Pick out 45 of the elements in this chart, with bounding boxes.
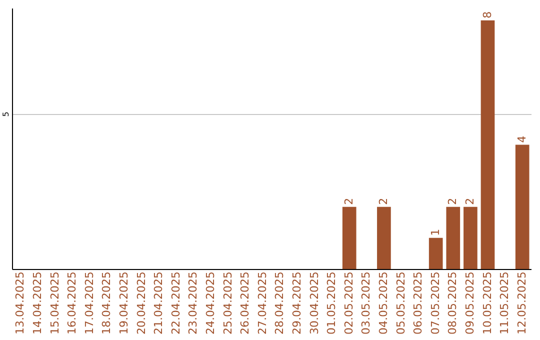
y-tick-label: 5 (2, 112, 10, 117)
x-tick-label: 27.04.2025 (256, 272, 269, 334)
bar (428, 238, 443, 269)
x-tick-label: 28.04.2025 (273, 272, 286, 334)
data-label: 2 (446, 198, 460, 205)
bar (464, 206, 478, 269)
x-tick-label: 13.04.2025 (14, 272, 27, 334)
x-tick-label: 29.04.2025 (290, 272, 304, 334)
bar (480, 20, 495, 269)
data-label: 2 (376, 198, 390, 205)
x-tick-label: 02.05.2025 (342, 272, 356, 334)
bar (446, 206, 460, 269)
x-tick-label: 07.05.2025 (428, 272, 442, 334)
x-tick-label: 20.04.2025 (134, 272, 148, 334)
data-label: 4 (515, 136, 528, 143)
x-tick-label: 26.04.2025 (238, 272, 252, 334)
x-tick-label: 09.05.2025 (463, 272, 476, 334)
bar (515, 144, 530, 269)
x-tick-label: 08.05.2025 (446, 272, 460, 334)
x-tick-label: 06.05.2025 (412, 272, 425, 334)
bar (342, 206, 356, 269)
x-tick-label: 11.05.2025 (498, 272, 512, 334)
x-tick-label: 17.04.2025 (82, 272, 96, 334)
x-tick-label: 05.05.2025 (394, 272, 408, 334)
bar (377, 206, 391, 269)
x-tick-label: 12.05.2025 (515, 272, 528, 334)
x-tick-label: 21.04.2025 (152, 272, 166, 334)
data-label: 2 (463, 198, 476, 205)
data-label: 1 (428, 228, 442, 236)
x-tick-label: 18.04.2025 (100, 272, 114, 334)
x-tick-label: 30.04.2025 (308, 272, 321, 334)
x-tick-label: 15.04.2025 (48, 272, 62, 334)
x-tick-label: 23.04.2025 (186, 272, 200, 334)
x-tick-label: 10.05.2025 (480, 272, 494, 334)
data-label: 8 (480, 11, 494, 18)
x-tick-label: 16.04.2025 (66, 272, 79, 334)
x-tick-label: 14.04.2025 (30, 272, 44, 334)
data-label: 2 (342, 198, 356, 205)
x-tick-label: 01.05.2025 (325, 272, 338, 334)
x-tick-label: 03.05.2025 (360, 272, 373, 334)
x-tick-label: 04.05.2025 (376, 272, 390, 334)
x-tick-label: 24.04.2025 (204, 272, 217, 334)
x-tick-label: 22.04.2025 (169, 272, 182, 334)
x-tick-label: 25.04.2025 (221, 272, 234, 334)
x-tick-label: 19.04.2025 (117, 272, 130, 334)
